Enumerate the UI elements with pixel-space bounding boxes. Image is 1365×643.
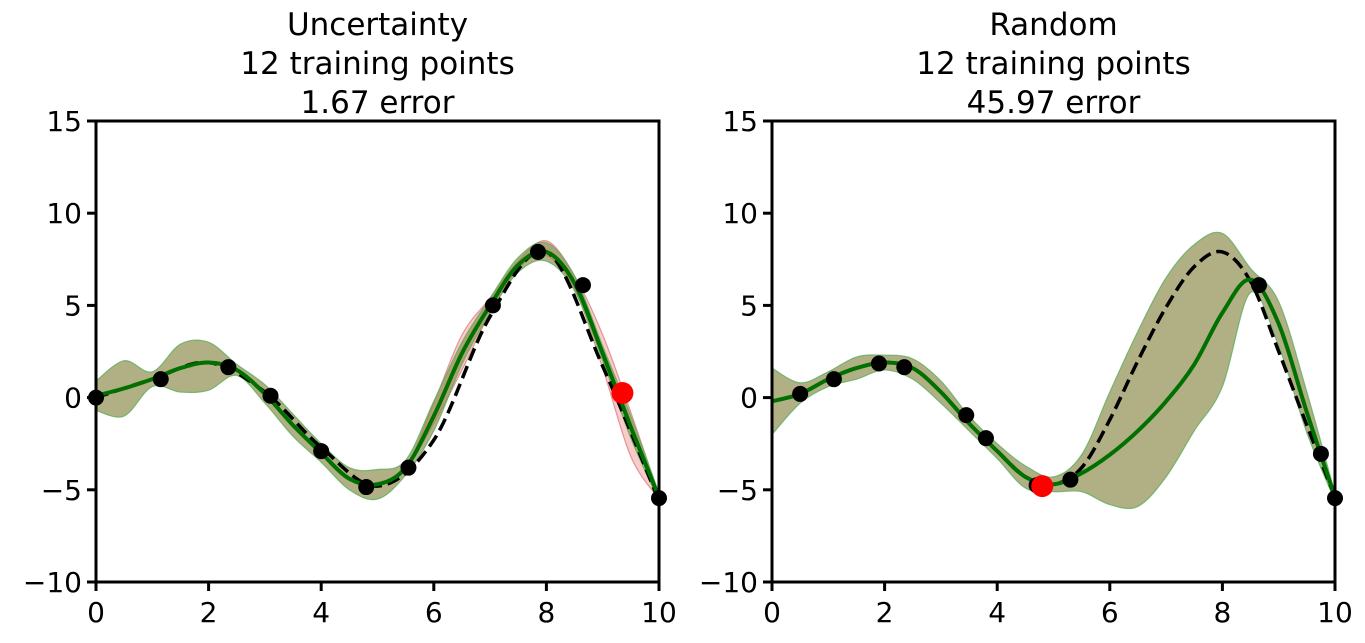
axes-frame [770, 119, 1337, 584]
training-point [896, 359, 913, 376]
training-point [152, 371, 169, 388]
y-tick-label: 15 [722, 105, 758, 138]
query-point [611, 381, 634, 404]
y-tick-label: 5 [64, 289, 82, 322]
training-point [958, 407, 975, 424]
training-point [574, 277, 591, 294]
chart-title-line: 1.67 error [301, 85, 455, 121]
gp-mean-line [772, 277, 1335, 498]
y-tick-label: 5 [740, 289, 758, 322]
x-tick-label: 4 [988, 596, 1006, 629]
x-tick-label: 10 [641, 596, 677, 629]
training-point [1312, 445, 1329, 462]
training-point [400, 459, 417, 476]
x-tick-label: 10 [1317, 596, 1353, 629]
training-point [358, 479, 375, 496]
training-point [1062, 471, 1079, 488]
training-point [977, 430, 994, 447]
chart-title-line: 12 training points [916, 46, 1190, 82]
plot-area [772, 231, 1335, 510]
query-point [1031, 475, 1054, 498]
training-point [313, 443, 330, 460]
training-point [220, 359, 237, 376]
training-point [262, 387, 279, 404]
y-tick-label: −10 [23, 566, 82, 599]
y-tick-label: 10 [46, 197, 82, 230]
plot-area [96, 240, 659, 502]
y-tick-label: 10 [722, 197, 758, 230]
y-tick-label: 0 [740, 382, 758, 415]
axes-frame [94, 119, 661, 584]
chart-title-line: Random [989, 7, 1117, 43]
y-tick-label: −5 [41, 474, 82, 507]
x-tick-label: 6 [1101, 596, 1119, 629]
training-point [529, 243, 546, 260]
gp-uncertainty-band [96, 241, 659, 502]
x-tick-label: 0 [87, 596, 105, 629]
y-tick-label: 0 [64, 382, 82, 415]
y-tick-label: −10 [699, 566, 758, 599]
x-tick-label: 2 [876, 596, 894, 629]
x-tick-label: 6 [425, 596, 443, 629]
chart-title-line: 12 training points [240, 46, 514, 82]
y-tick-label: −5 [717, 474, 758, 507]
y-tick-label: 15 [46, 105, 82, 138]
x-tick-label: 4 [312, 596, 330, 629]
x-tick-label: 2 [200, 596, 218, 629]
gp-uncertainty-band [772, 231, 1335, 510]
x-tick-label: 0 [763, 596, 781, 629]
x-tick-label: 8 [537, 596, 555, 629]
training-point [1250, 277, 1267, 294]
gp-mean-line [96, 249, 659, 498]
chart-title-line: Uncertainty [287, 7, 468, 43]
training-point [825, 371, 842, 388]
chart-title-line: 45.97 error [967, 85, 1141, 121]
training-point [792, 385, 809, 402]
training-point [870, 355, 887, 372]
training-point [484, 297, 501, 314]
x-tick-label: 8 [1213, 596, 1231, 629]
